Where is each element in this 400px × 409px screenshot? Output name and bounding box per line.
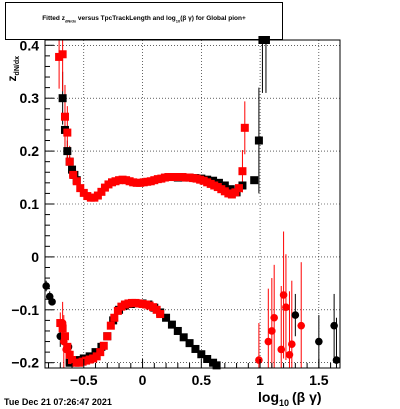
data-point-square xyxy=(254,136,263,145)
data-point-square xyxy=(69,170,78,179)
data-point-circle xyxy=(48,298,56,306)
timestamp-footer: Tue Dec 21 07:26:47 2021 xyxy=(4,397,112,407)
y-tick-label: 0.3 xyxy=(20,90,40,106)
data-point-square xyxy=(214,178,223,187)
data-point-square xyxy=(110,313,119,322)
data-point-square xyxy=(103,332,112,341)
x-axis-label-main: log xyxy=(258,389,279,405)
data-point-square xyxy=(250,176,259,185)
data-point-circle xyxy=(277,345,286,354)
y-axis-label-sub: dN/dx xyxy=(14,56,21,76)
data-point-circle xyxy=(270,313,278,322)
data-point-circle xyxy=(58,319,67,327)
data-point-square xyxy=(63,128,72,137)
title-post: (β γ) for Global pion+ xyxy=(180,15,246,22)
data-point-circle xyxy=(42,282,50,290)
data-point-circle xyxy=(288,340,296,348)
grid-lines xyxy=(45,40,340,368)
data-point-square xyxy=(60,112,69,121)
data-point-square xyxy=(231,188,240,197)
data-point-square xyxy=(91,348,100,357)
y-tick-label: 0.4 xyxy=(20,37,40,53)
x-tick-label: −0.5 xyxy=(70,372,98,388)
title-pre: Fitted z xyxy=(42,15,65,22)
data-point-square xyxy=(212,361,221,370)
data-point-square xyxy=(185,339,194,348)
data-point-square xyxy=(60,332,69,341)
data-point-square xyxy=(92,352,101,361)
title-sub1: dN/dx xyxy=(64,18,77,24)
data-point-circle xyxy=(60,337,68,346)
chart-title: Fitted zdN/dx versus TpcTrackLength and … xyxy=(6,15,282,23)
title-sub2: 10 xyxy=(175,18,181,24)
data-point-square xyxy=(58,324,67,333)
data-point-square xyxy=(106,321,115,330)
y-tick-label: 0 xyxy=(31,249,39,265)
x-tick-label: 1 xyxy=(256,372,264,388)
data-point-square xyxy=(226,185,235,194)
data-point-square xyxy=(152,305,161,314)
data-point-square xyxy=(99,341,108,350)
data-point-square xyxy=(113,306,122,315)
data-point-circle xyxy=(330,321,338,330)
data-markers xyxy=(42,36,341,370)
data-point-square xyxy=(238,167,247,176)
error-bars xyxy=(45,40,337,368)
data-point-square xyxy=(197,350,206,359)
data-point-circle xyxy=(62,345,70,354)
y-tick-label: −0.1 xyxy=(11,302,39,318)
axes: −0.5 0 0.5 1 1.5 −0.2 −0.1 0 0.1 0.2 0.3 0.4 xyxy=(11,37,341,388)
data-point-square xyxy=(58,50,67,59)
data-point-circle xyxy=(255,356,263,364)
x-tick-label: 0.5 xyxy=(192,372,212,388)
x-tick-label: 1.5 xyxy=(309,372,329,388)
data-point-square xyxy=(234,184,243,193)
title-box: Fitted zdN/dx versus TpcTrackLength and … xyxy=(5,2,283,40)
x-axis-label-post: (β γ) xyxy=(292,389,322,405)
data-point-circle xyxy=(291,311,300,319)
title-mid: versus TpcTrackLength and log xyxy=(76,15,176,22)
data-point-square xyxy=(156,310,165,319)
data-point-square xyxy=(65,157,74,166)
data-point-circle xyxy=(264,337,273,346)
data-point-square xyxy=(58,94,67,103)
data-point-square xyxy=(173,326,182,335)
data-point-circle xyxy=(279,291,288,299)
data-point-square xyxy=(63,147,72,156)
data-point-circle xyxy=(282,303,290,311)
data-point-square xyxy=(167,320,176,329)
data-point-square xyxy=(97,187,106,196)
data-point-square xyxy=(240,123,249,132)
data-point-square xyxy=(72,177,81,186)
data-point-circle xyxy=(297,321,306,330)
y-axis-label: zdN/dx xyxy=(5,56,21,82)
y-tick-label: −0.2 xyxy=(11,355,39,371)
y-tick-label: 0.1 xyxy=(20,196,40,212)
data-point-square xyxy=(68,165,77,174)
data-point-square xyxy=(76,184,85,193)
data-point-square xyxy=(162,313,171,322)
x-tick-label: 0 xyxy=(139,372,147,388)
data-point-square xyxy=(65,350,74,359)
data-point-circle xyxy=(315,337,323,346)
x-axis-label: log10 (β γ) xyxy=(258,389,322,408)
data-point-square xyxy=(96,348,105,357)
x-axis-label-sub: 10 xyxy=(279,398,289,408)
data-point-square xyxy=(203,355,212,364)
data-point-square xyxy=(191,344,200,353)
data-point-square xyxy=(179,333,188,342)
y-tick-label: 0.2 xyxy=(20,143,40,159)
y-axis-label-main: z xyxy=(5,75,19,81)
data-point-circle xyxy=(285,350,294,359)
data-point-circle xyxy=(268,327,276,335)
data-point-circle xyxy=(332,356,341,364)
